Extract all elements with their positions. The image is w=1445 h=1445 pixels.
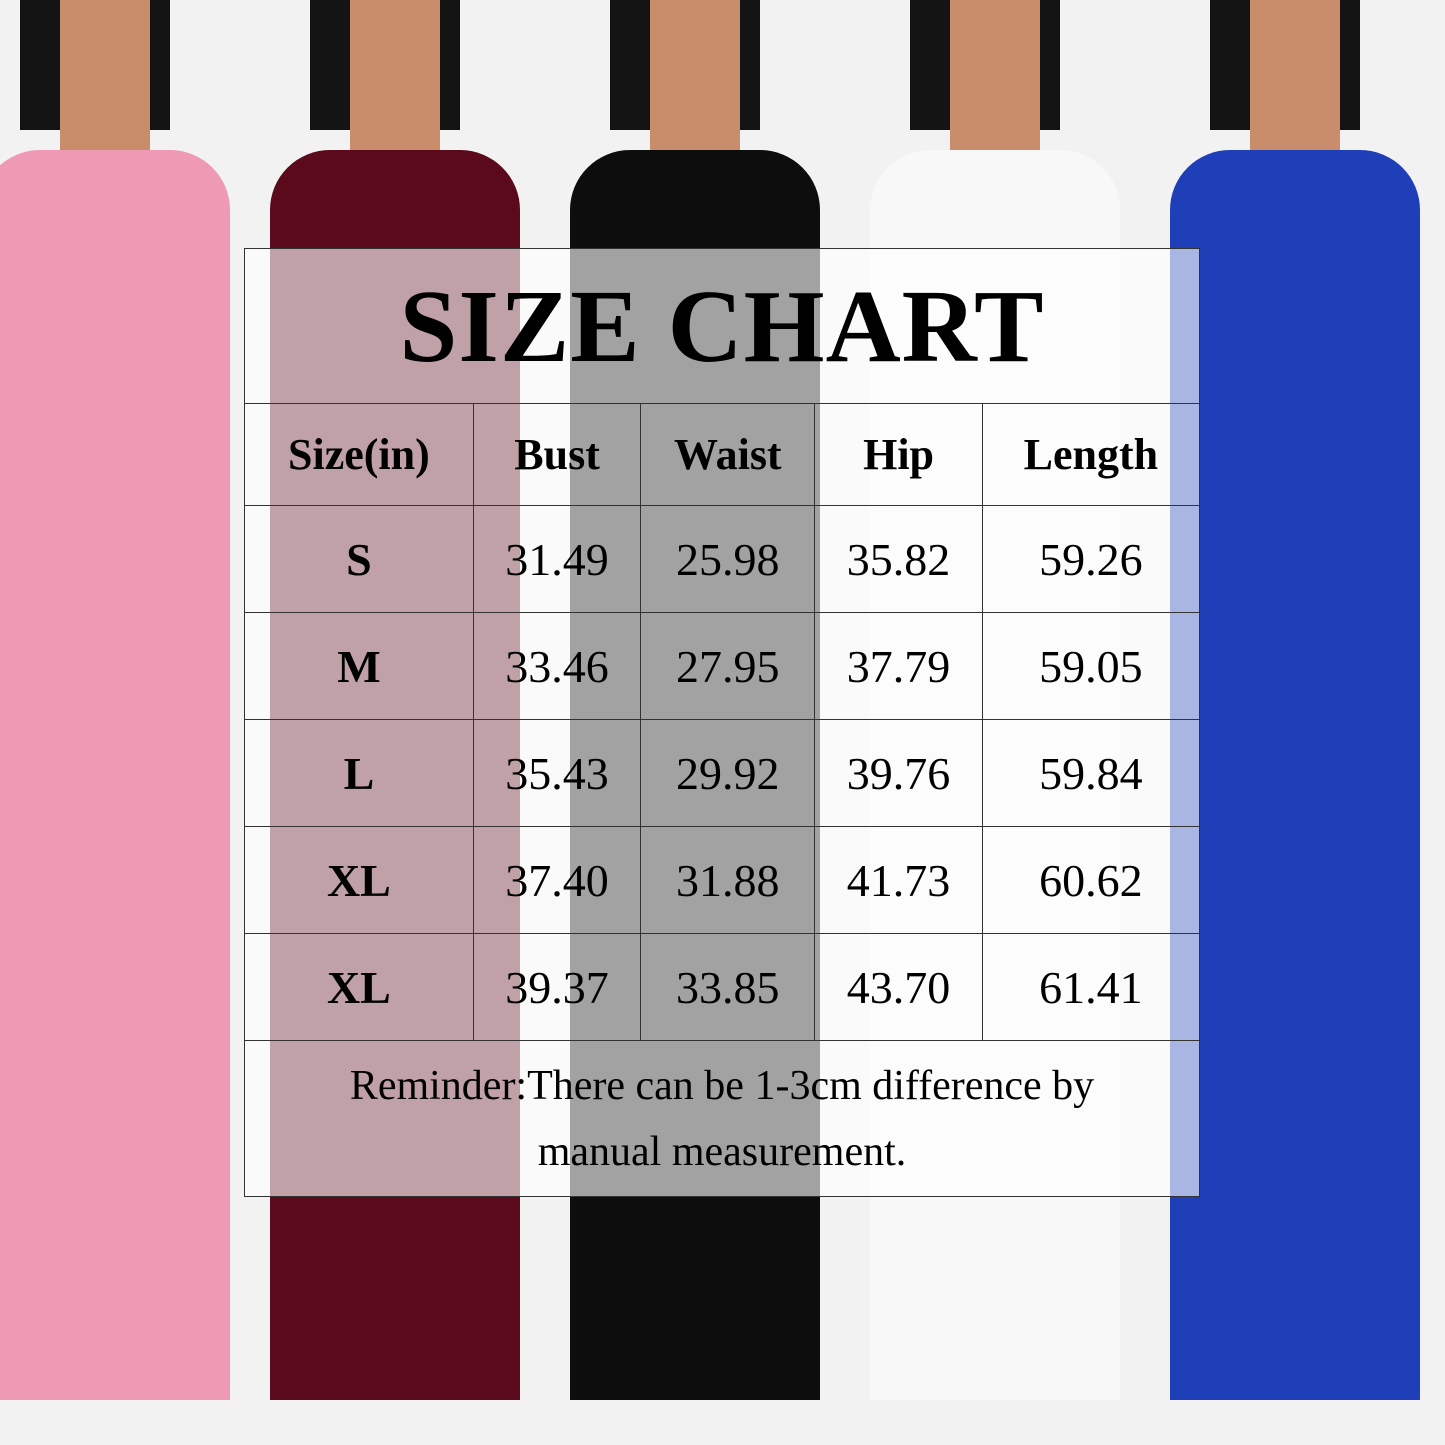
measurement-cell: 59.05 [981, 612, 1201, 720]
model-figure [0, 0, 260, 1445]
size-table: Size(in) Bust Waist Hip Length S 31.49 25.98 35… [244, 403, 1201, 1041]
measurement-cell: 29.92 [640, 719, 816, 827]
size-cell: XL [244, 826, 474, 934]
measurement-cell: 25.98 [640, 505, 816, 613]
measurement-cell: 35.82 [814, 505, 983, 613]
measurement-cell: 33.46 [472, 612, 642, 720]
measurement-cell: 41.73 [814, 826, 983, 934]
measurement-cell: 39.76 [814, 719, 983, 827]
reminder-note: Reminder:There can be 1-3cm difference b… [245, 1039, 1199, 1198]
measurement-cell: 61.41 [981, 933, 1201, 1041]
table-row: M 33.46 27.95 37.79 59.05 [244, 612, 1201, 720]
size-cell: M [244, 612, 474, 720]
table-header-row: Size(in) Bust Waist Hip Length [244, 403, 1201, 506]
table-row: L 35.43 29.92 39.76 59.84 [244, 719, 1201, 827]
measurement-cell: 37.79 [814, 612, 983, 720]
table-row: XL 39.37 33.85 43.70 61.41 [244, 933, 1201, 1041]
reminder-line-1: Reminder:There can be 1-3cm difference b… [349, 1062, 1095, 1109]
column-header: Hip [814, 403, 983, 506]
measurement-cell: 59.26 [981, 505, 1201, 613]
column-header: Waist [640, 403, 816, 506]
size-chart-title: SIZE CHART [399, 269, 1045, 384]
measurement-cell: 31.88 [640, 826, 816, 934]
column-header: Length [981, 403, 1201, 506]
measurement-cell: 31.49 [472, 505, 642, 613]
size-cell: XL [244, 933, 474, 1041]
measurement-cell: 59.84 [981, 719, 1201, 827]
measurement-cell: 33.85 [640, 933, 816, 1041]
table-row: S 31.49 25.98 35.82 59.26 [244, 505, 1201, 613]
column-header: Bust [472, 403, 642, 506]
table-row: XL 37.40 31.88 41.73 60.62 [244, 826, 1201, 934]
reminder-line-2: manual measurement. [537, 1128, 907, 1175]
measurement-cell: 60.62 [981, 826, 1201, 934]
model-figure [1130, 0, 1445, 1445]
measurement-cell: 35.43 [472, 719, 642, 827]
measurement-cell: 43.70 [814, 933, 983, 1041]
measurement-cell: 39.37 [472, 933, 642, 1041]
measurement-cell: 37.40 [472, 826, 642, 934]
measurement-cell: 27.95 [640, 612, 816, 720]
size-cell: S [244, 505, 474, 613]
column-header: Size(in) [244, 403, 474, 506]
size-cell: L [244, 719, 474, 827]
